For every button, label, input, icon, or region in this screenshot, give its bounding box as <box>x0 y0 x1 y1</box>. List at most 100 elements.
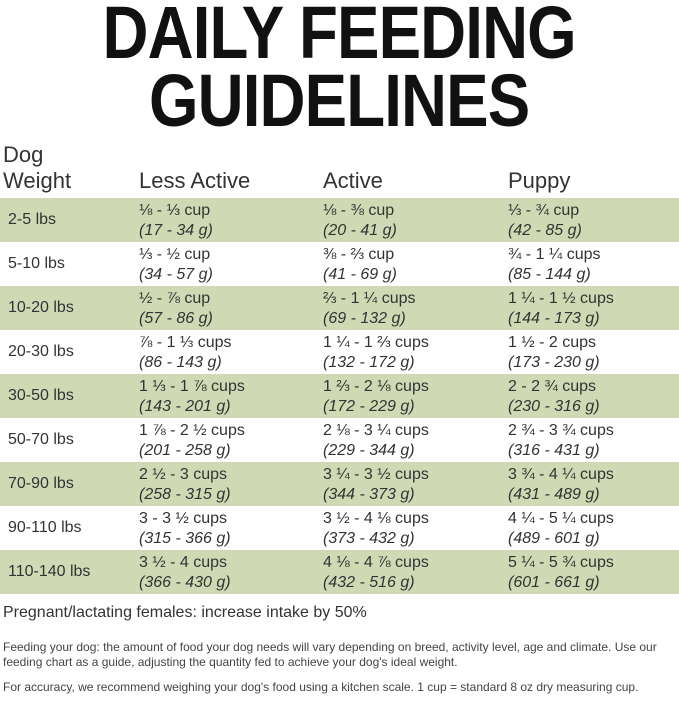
header-weight-line1: Dog <box>3 142 44 167</box>
grams-value: (69 - 132 g) <box>323 310 406 327</box>
cups-value: 1 ⅔ - 2 ⅛ cups <box>323 378 429 395</box>
grams-value: (432 - 516 g) <box>323 574 415 591</box>
cups-value: 5 ¼ - 5 ¾ cups <box>508 554 614 571</box>
title-text: DAILY FEEDING <box>102 0 577 74</box>
grams-value: (173 - 230 g) <box>508 354 600 371</box>
cups-value: ⅓ - ¾ cup <box>508 202 580 219</box>
cups-value: 2 - 2 ¾ cups <box>508 378 597 395</box>
puppy-cell: 1 ½ - 2 cups (173 - 230 g) <box>508 333 600 373</box>
feeding-table: 2-5 lbs ⅛ - ⅓ cup (17 - 34 g) ⅛ - ⅜ cup (20 … <box>0 198 679 594</box>
table-row: 50-70 lbs 1 ⅞ - 2 ½ cups (201 - 258 g) 2 ⅛ … <box>0 418 679 462</box>
cups-value: 1 ¼ - 1 ½ cups <box>508 290 614 307</box>
grams-value: (201 - 258 g) <box>139 442 231 459</box>
title-text: GUIDELINES <box>149 59 530 142</box>
grams-value: (229 - 344 g) <box>323 442 415 459</box>
cups-value: ⅞ - 1 ⅓ cups <box>139 334 232 351</box>
less-active-cell: 3 ½ - 4 cups (366 - 430 g) <box>139 553 231 593</box>
less-active-cell: 1 ⅞ - 2 ½ cups (201 - 258 g) <box>139 421 245 461</box>
puppy-cell: 5 ¼ - 5 ¾ cups (601 - 661 g) <box>508 553 614 593</box>
weight-cell: 30-50 lbs <box>8 387 74 404</box>
weight-cell: 5-10 lbs <box>8 255 65 272</box>
cups-value: 1 ⅓ - 1 ⅞ cups <box>139 378 245 395</box>
table-row: 110-140 lbs 3 ½ - 4 cups (366 - 430 g) 4 ⅛ … <box>0 550 679 594</box>
cups-value: ⅜ - ⅔ cup <box>323 246 395 263</box>
table-row: 10-20 lbs ½ - ⅞ cup (57 - 86 g) ⅔ - 1 ¼ cup… <box>0 286 679 330</box>
weight-cell: 10-20 lbs <box>8 299 74 316</box>
cups-value: 1 ¼ - 1 ⅔ cups <box>323 334 429 351</box>
cups-value: 2 ¾ - 3 ¾ cups <box>508 422 614 439</box>
grams-value: (431 - 489 g) <box>508 486 600 503</box>
cups-value: 1 ½ - 2 cups <box>508 334 597 351</box>
active-cell: ⅜ - ⅔ cup (41 - 69 g) <box>323 245 397 285</box>
puppy-cell: ⅓ - ¾ cup (42 - 85 g) <box>508 201 582 241</box>
cups-value: ⅓ - ½ cup <box>139 246 211 263</box>
grams-value: (86 - 143 g) <box>139 354 222 371</box>
puppy-cell: 3 ¾ - 4 ¼ cups (431 - 489 g) <box>508 465 614 505</box>
header-active: Active <box>323 168 383 193</box>
cups-value: ⅔ - 1 ¼ cups <box>323 290 416 307</box>
less-active-cell: ⅛ - ⅓ cup (17 - 34 g) <box>139 201 213 241</box>
grams-value: (17 - 34 g) <box>139 222 213 239</box>
active-cell: 3 ¼ - 3 ½ cups (344 - 373 g) <box>323 465 429 505</box>
less-active-cell: ⅞ - 1 ⅓ cups (86 - 143 g) <box>139 333 232 373</box>
grams-value: (132 - 172 g) <box>323 354 415 371</box>
active-cell: 1 ¼ - 1 ⅔ cups (132 - 172 g) <box>323 333 429 373</box>
accuracy-paragraph: For accuracy, we recommend weighing your… <box>3 680 639 694</box>
active-cell: 1 ⅔ - 2 ⅛ cups (172 - 229 g) <box>323 377 429 417</box>
cups-value: ½ - ⅞ cup <box>139 290 211 307</box>
header-weight-line2: Weight <box>3 168 72 193</box>
puppy-cell: ¾ - 1 ¼ cups (85 - 144 g) <box>508 245 601 285</box>
cups-value: 4 ¼ - 5 ¼ cups <box>508 510 614 527</box>
grams-value: (85 - 144 g) <box>508 266 591 283</box>
cups-value: 3 ¼ - 3 ½ cups <box>323 466 429 483</box>
puppy-cell: 4 ¼ - 5 ¼ cups (489 - 601 g) <box>508 509 614 549</box>
table-row: 70-90 lbs 2 ½ - 3 cups (258 - 315 g) 3 ¼ - … <box>0 462 679 506</box>
grams-value: (315 - 366 g) <box>139 530 231 547</box>
page-title-line1: DAILY FEEDING <box>0 0 679 70</box>
grams-value: (20 - 41 g) <box>323 222 397 239</box>
grams-value: (34 - 57 g) <box>139 266 213 283</box>
puppy-cell: 1 ¼ - 1 ½ cups (144 - 173 g) <box>508 289 614 329</box>
weight-cell: 2-5 lbs <box>8 211 57 228</box>
header-dog-weight: Dog Weight <box>3 142 71 194</box>
cups-value: ⅛ - ⅓ cup <box>139 202 211 219</box>
header-puppy: Puppy <box>508 168 571 193</box>
grams-value: (366 - 430 g) <box>139 574 231 591</box>
table-row: 90-110 lbs 3 - 3 ½ cups (315 - 366 g) 3 ½ -… <box>0 506 679 550</box>
table-row: 5-10 lbs ⅓ - ½ cup (34 - 57 g) ⅜ - ⅔ cup (41… <box>0 242 679 286</box>
grams-value: (601 - 661 g) <box>508 574 600 591</box>
grams-value: (258 - 315 g) <box>139 486 231 503</box>
weight-cell: 90-110 lbs <box>8 519 82 536</box>
grams-value: (172 - 229 g) <box>323 398 415 415</box>
table-row: 30-50 lbs 1 ⅓ - 1 ⅞ cups (143 - 201 g) 1 ⅔ … <box>0 374 679 418</box>
pregnant-note: Pregnant/lactating females: increase int… <box>3 604 367 621</box>
weight-cell: 20-30 lbs <box>8 343 74 360</box>
cups-value: 2 ½ - 3 cups <box>139 466 228 483</box>
weight-cell: 50-70 lbs <box>8 431 74 448</box>
feeding-paragraph: Feeding your dog: the amount of food you… <box>3 640 657 669</box>
grams-value: (316 - 431 g) <box>508 442 600 459</box>
less-active-cell: ½ - ⅞ cup (57 - 86 g) <box>139 289 213 329</box>
grams-value: (57 - 86 g) <box>139 310 213 327</box>
weight-cell: 70-90 lbs <box>8 475 74 492</box>
grams-value: (373 - 432 g) <box>323 530 415 547</box>
grams-value: (42 - 85 g) <box>508 222 582 239</box>
active-cell: 3 ½ - 4 ⅛ cups (373 - 432 g) <box>323 509 429 549</box>
cups-value: 1 ⅞ - 2 ½ cups <box>139 422 245 439</box>
page-title-line2: GUIDELINES <box>0 64 679 138</box>
less-active-cell: 1 ⅓ - 1 ⅞ cups (143 - 201 g) <box>139 377 245 417</box>
grams-value: (344 - 373 g) <box>323 486 415 503</box>
header-less-active: Less Active <box>139 168 251 193</box>
less-active-cell: ⅓ - ½ cup (34 - 57 g) <box>139 245 213 285</box>
table-row: 2-5 lbs ⅛ - ⅓ cup (17 - 34 g) ⅛ - ⅜ cup (20 … <box>0 198 679 242</box>
cups-value: 3 ½ - 4 cups <box>139 554 228 571</box>
puppy-cell: 2 - 2 ¾ cups (230 - 316 g) <box>508 377 600 417</box>
active-cell: ⅔ - 1 ¼ cups (69 - 132 g) <box>323 289 416 329</box>
cups-value: 2 ⅛ - 3 ¼ cups <box>323 422 429 439</box>
active-cell: ⅛ - ⅜ cup (20 - 41 g) <box>323 201 397 241</box>
table-row: 20-30 lbs ⅞ - 1 ⅓ cups (86 - 143 g) 1 ¼ - 1… <box>0 330 679 374</box>
less-active-cell: 3 - 3 ½ cups (315 - 366 g) <box>139 509 231 549</box>
grams-value: (230 - 316 g) <box>508 398 600 415</box>
cups-value: 3 - 3 ½ cups <box>139 510 228 527</box>
cups-value: ⅛ - ⅜ cup <box>323 202 395 219</box>
